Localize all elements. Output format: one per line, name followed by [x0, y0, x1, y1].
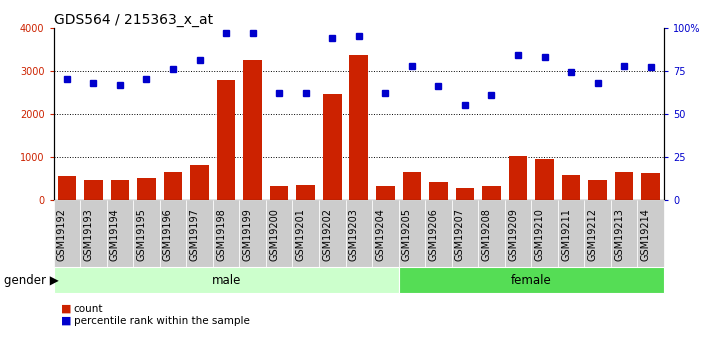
Bar — [536, 159, 554, 200]
Text: GSM19212: GSM19212 — [588, 208, 598, 261]
Text: GSM19213: GSM19213 — [614, 208, 624, 261]
Bar — [349, 55, 368, 200]
Bar — [323, 94, 341, 200]
Bar — [456, 188, 474, 200]
Bar — [376, 186, 395, 200]
Text: GSM19195: GSM19195 — [136, 208, 146, 261]
Text: GSM19206: GSM19206 — [428, 208, 438, 261]
Text: GSM19201: GSM19201 — [296, 208, 306, 261]
Text: GSM19202: GSM19202 — [322, 208, 332, 261]
Text: gender ▶: gender ▶ — [4, 274, 59, 287]
Bar — [562, 175, 580, 200]
Text: female: female — [511, 274, 552, 287]
Bar — [482, 186, 501, 200]
Bar — [164, 172, 182, 200]
Bar — [509, 156, 528, 200]
Text: GSM19198: GSM19198 — [216, 208, 226, 261]
Bar — [615, 171, 633, 200]
Text: GDS564 / 215363_x_at: GDS564 / 215363_x_at — [54, 12, 213, 27]
Text: ■: ■ — [61, 304, 71, 314]
Text: GSM19203: GSM19203 — [348, 208, 358, 261]
Bar — [111, 180, 129, 200]
Bar — [217, 80, 236, 200]
Bar — [190, 165, 208, 200]
Text: GSM19205: GSM19205 — [402, 208, 412, 261]
Text: count: count — [74, 304, 103, 314]
Bar — [58, 176, 76, 200]
Text: GSM19193: GSM19193 — [84, 208, 94, 261]
Bar — [84, 180, 103, 200]
Text: GSM19214: GSM19214 — [640, 208, 650, 261]
Bar — [137, 178, 156, 200]
Text: GSM19196: GSM19196 — [163, 208, 173, 261]
Text: ■: ■ — [61, 316, 71, 326]
Text: GSM19199: GSM19199 — [243, 208, 253, 261]
Text: percentile rank within the sample: percentile rank within the sample — [74, 316, 249, 326]
Text: male: male — [211, 274, 241, 287]
Text: GSM19200: GSM19200 — [269, 208, 279, 261]
Text: GSM19194: GSM19194 — [110, 208, 120, 261]
Bar — [403, 171, 421, 200]
Text: GSM19197: GSM19197 — [189, 208, 199, 261]
Text: GSM19207: GSM19207 — [455, 208, 465, 261]
Text: GSM19210: GSM19210 — [535, 208, 545, 261]
Text: GSM19209: GSM19209 — [508, 208, 518, 261]
Text: GSM19211: GSM19211 — [561, 208, 571, 261]
Text: GSM19204: GSM19204 — [376, 208, 386, 261]
Text: GSM19208: GSM19208 — [481, 208, 491, 261]
Bar — [429, 182, 448, 200]
Bar — [588, 180, 607, 200]
Bar — [270, 186, 288, 200]
Bar — [641, 172, 660, 200]
Bar — [243, 60, 262, 200]
Bar — [296, 185, 315, 200]
Text: GSM19192: GSM19192 — [57, 208, 67, 261]
